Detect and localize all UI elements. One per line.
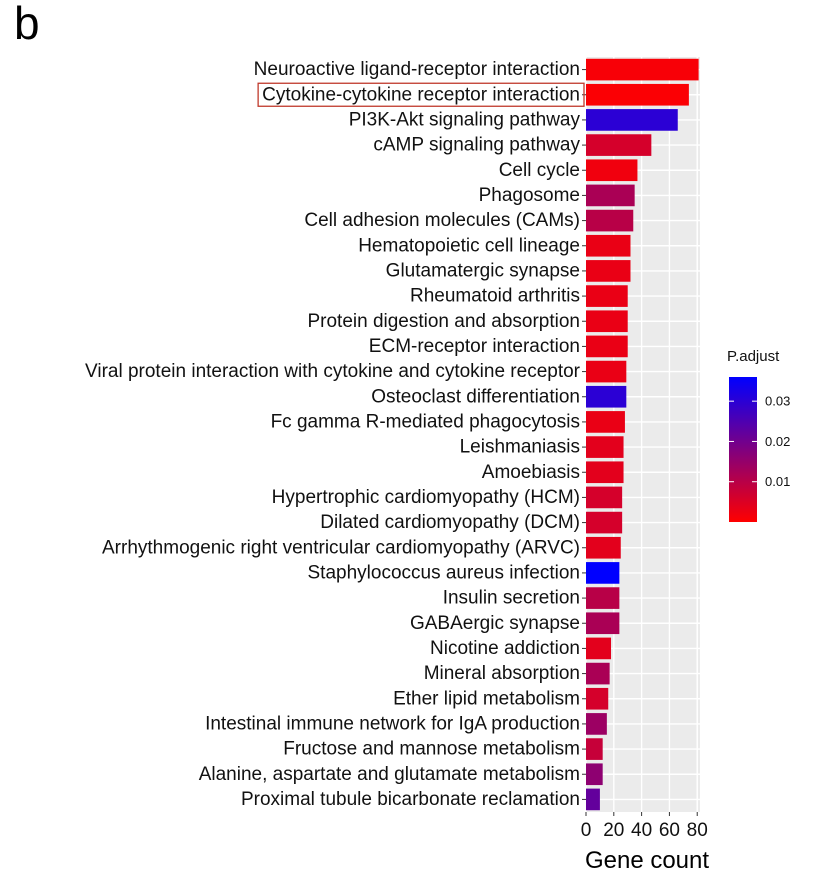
bar bbox=[586, 587, 620, 609]
bar bbox=[586, 511, 623, 534]
legend-tick-label: 0.03 bbox=[765, 394, 790, 409]
x-tick-label: 0 bbox=[581, 820, 592, 841]
bar bbox=[586, 436, 624, 458]
bar bbox=[586, 687, 609, 710]
bar bbox=[586, 788, 600, 811]
category-label: Hypertrophic cardiomyopathy (HCM) bbox=[272, 487, 580, 508]
legend-title: P.adjust bbox=[727, 348, 780, 365]
category-label: Cytokine-cytokine receptor interaction bbox=[262, 84, 580, 105]
legend-tick-label: 0.02 bbox=[765, 434, 790, 449]
bar bbox=[586, 134, 652, 156]
legend-tick-label: 0.01 bbox=[765, 474, 790, 489]
category-label: Glutamatergic synapse bbox=[386, 260, 580, 281]
category-label: ECM-receptor interaction bbox=[369, 336, 580, 357]
panel-label: b bbox=[14, 0, 40, 49]
category-label: Staphylococcus aureus infection bbox=[308, 562, 581, 583]
bar bbox=[586, 285, 628, 307]
x-axis-title: Gene count bbox=[585, 847, 709, 874]
bar bbox=[586, 637, 612, 660]
category-label: Arrhythmogenic right ventricular cardiom… bbox=[102, 537, 580, 558]
x-tick-label: 40 bbox=[631, 820, 652, 841]
category-label: GABAergic synapse bbox=[410, 613, 580, 634]
category-label: PI3K-Akt signaling pathway bbox=[349, 109, 581, 130]
bar bbox=[586, 234, 631, 257]
bar bbox=[586, 662, 610, 685]
bar bbox=[586, 184, 635, 207]
category-label: Nicotine addiction bbox=[430, 638, 580, 659]
category-label: Viral protein interaction with cytokine … bbox=[85, 361, 581, 382]
category-label: Osteoclast differentiation bbox=[371, 386, 580, 407]
bar bbox=[586, 209, 634, 232]
bar bbox=[586, 58, 699, 81]
category-label: Proximal tubule bicarbonate reclamation bbox=[241, 789, 580, 810]
bar bbox=[586, 562, 620, 584]
category-label: Fc gamma R-mediated phagocytosis bbox=[271, 411, 580, 432]
bar bbox=[586, 486, 623, 509]
category-label: Dilated cardiomyopathy (DCM) bbox=[320, 512, 580, 533]
category-label: cAMP signaling pathway bbox=[373, 135, 580, 156]
bar bbox=[586, 536, 621, 559]
bar bbox=[586, 159, 638, 182]
category-label: Amoebiasis bbox=[482, 462, 580, 483]
bar bbox=[586, 738, 603, 760]
bar bbox=[586, 310, 628, 333]
bar bbox=[586, 109, 678, 131]
x-tick-label: 20 bbox=[603, 820, 624, 841]
category-label: Hematopoietic cell lineage bbox=[358, 235, 580, 256]
bar bbox=[586, 411, 625, 433]
category-label: Leishmaniasis bbox=[460, 437, 580, 458]
category-label: Fructose and mannose metabolism bbox=[283, 739, 580, 760]
category-label: Ether lipid metabolism bbox=[393, 688, 580, 709]
bar bbox=[586, 461, 624, 484]
legend-colorbar bbox=[729, 377, 757, 522]
category-label: Rheumatoid arthritis bbox=[410, 286, 580, 307]
plot-background bbox=[586, 57, 700, 812]
category-label: Protein digestion and absorption bbox=[307, 311, 580, 332]
bar bbox=[586, 713, 607, 735]
x-tick-label: 60 bbox=[659, 820, 680, 841]
bar bbox=[586, 763, 603, 786]
category-label: Cell adhesion molecules (CAMs) bbox=[304, 210, 580, 231]
bar bbox=[586, 260, 631, 282]
bar bbox=[586, 360, 627, 383]
bar bbox=[586, 385, 627, 408]
bar bbox=[586, 83, 689, 106]
bar bbox=[586, 612, 620, 635]
bar bbox=[586, 335, 628, 358]
category-label: Neuroactive ligand-receptor interaction bbox=[254, 59, 580, 80]
highlight-box bbox=[257, 82, 585, 107]
category-label: Intestinal immune network for IgA produc… bbox=[205, 713, 580, 734]
x-tick-label: 80 bbox=[687, 820, 708, 841]
category-label: Phagosome bbox=[479, 185, 580, 206]
category-label: Alanine, aspartate and glutamate metabol… bbox=[199, 764, 580, 785]
category-label: Cell cycle bbox=[499, 160, 580, 181]
category-label: Mineral absorption bbox=[424, 663, 580, 684]
category-label: Insulin secretion bbox=[443, 588, 580, 609]
